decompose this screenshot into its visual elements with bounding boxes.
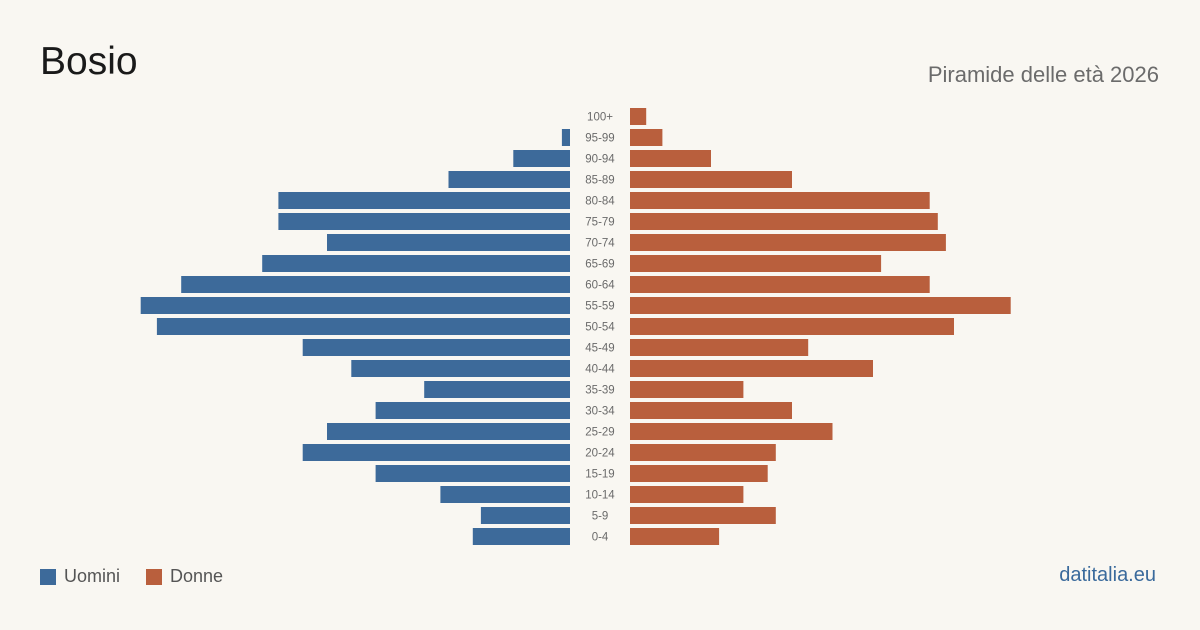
bar-men-30-34 xyxy=(375,402,570,419)
bar-women-5-9 xyxy=(630,507,776,524)
legend-item-women: Donne xyxy=(146,566,223,587)
bar-men-95-99 xyxy=(561,129,570,146)
bar-men-15-19 xyxy=(375,465,570,482)
legend-label-women: Donne xyxy=(170,566,224,586)
bar-men-85-89 xyxy=(448,171,570,188)
age-label-95-99: 95-99 xyxy=(585,133,614,145)
age-label-20-24: 20-24 xyxy=(585,448,615,460)
bar-men-70-74 xyxy=(327,234,570,251)
legend-item-men: Uomini xyxy=(40,566,120,587)
bar-men-25-29 xyxy=(327,423,570,440)
bar-men-35-39 xyxy=(424,381,570,398)
bar-women-65-69 xyxy=(630,255,882,272)
chart-title: Bosio xyxy=(40,40,138,83)
bar-men-40-44 xyxy=(351,360,570,377)
bar-men-10-14 xyxy=(440,486,570,503)
age-label-30-34: 30-34 xyxy=(585,406,615,418)
bar-women-80-84 xyxy=(630,192,930,209)
age-label-5-9: 5-9 xyxy=(592,511,609,523)
age-label-15-19: 15-19 xyxy=(585,469,614,481)
age-label-25-29: 25-29 xyxy=(585,427,614,439)
legend-swatch-men xyxy=(40,568,56,585)
bar-men-0-4 xyxy=(472,528,570,545)
bar-men-55-59 xyxy=(140,297,570,314)
age-label-60-64: 60-64 xyxy=(585,280,615,292)
bar-women-70-74 xyxy=(630,234,946,251)
bar-women-100+ xyxy=(630,108,647,125)
bar-women-40-44 xyxy=(630,360,873,377)
bar-women-35-39 xyxy=(630,381,744,398)
age-label-40-44: 40-44 xyxy=(585,364,615,376)
bar-women-55-59 xyxy=(630,297,1011,314)
bar-women-85-89 xyxy=(630,171,792,188)
chart-subtitle: Piramide delle età 2026 xyxy=(927,62,1159,87)
age-label-85-89: 85-89 xyxy=(585,175,614,187)
bar-men-75-79 xyxy=(278,213,570,230)
bar-men-20-24 xyxy=(302,444,570,461)
bar-men-65-69 xyxy=(262,255,570,272)
bar-men-80-84 xyxy=(278,192,570,209)
bar-men-50-54 xyxy=(156,318,570,335)
legend: Uomini Donne xyxy=(40,566,249,587)
bar-women-15-19 xyxy=(630,465,768,482)
age-label-65-69: 65-69 xyxy=(585,259,614,271)
bar-women-25-29 xyxy=(630,423,833,440)
bar-women-30-34 xyxy=(630,402,792,419)
age-label-10-14: 10-14 xyxy=(585,490,615,502)
bar-men-45-49 xyxy=(302,339,570,356)
bar-women-0-4 xyxy=(630,528,720,545)
bar-men-60-64 xyxy=(181,276,570,293)
bar-women-60-64 xyxy=(630,276,930,293)
legend-swatch-women xyxy=(146,568,163,585)
bar-women-95-99 xyxy=(630,129,663,146)
age-label-55-59: 55-59 xyxy=(585,301,614,313)
bar-men-90-94 xyxy=(513,150,570,167)
legend-label-men: Uomini xyxy=(64,566,121,586)
age-label-70-74: 70-74 xyxy=(585,238,615,250)
bar-women-20-24 xyxy=(630,444,776,461)
bar-women-50-54 xyxy=(630,318,954,335)
bar-women-45-49 xyxy=(630,339,809,356)
brand-link[interactable]: datitalia.eu xyxy=(1059,564,1156,586)
bar-women-10-14 xyxy=(630,486,744,503)
age-label-80-84: 80-84 xyxy=(585,196,615,208)
age-label-0-4: 0-4 xyxy=(592,532,609,544)
bar-men-5-9 xyxy=(480,507,570,524)
bar-women-90-94 xyxy=(630,150,711,167)
age-label-75-79: 75-79 xyxy=(585,217,614,229)
bar-women-75-79 xyxy=(630,213,938,230)
age-label-90-94: 90-94 xyxy=(585,154,615,166)
age-label-45-49: 45-49 xyxy=(585,343,614,355)
age-label-35-39: 35-39 xyxy=(585,385,614,397)
age-label-50-54: 50-54 xyxy=(585,322,615,334)
age-label-100+: 100+ xyxy=(587,112,613,124)
